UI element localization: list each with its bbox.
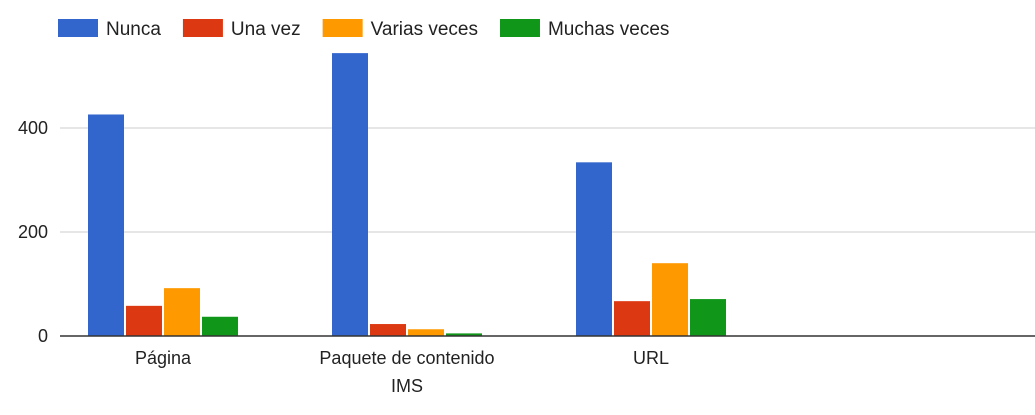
x-axis-categories: Página Paquete de contenido IMS URL bbox=[135, 348, 669, 396]
bar-muchas-veces bbox=[202, 316, 238, 336]
y-tick-label: 400 bbox=[18, 118, 48, 138]
category-label: URL bbox=[633, 348, 669, 368]
legend-label: Muchas veces bbox=[548, 19, 669, 40]
bar-varias-veces bbox=[408, 329, 444, 336]
legend-item-nunca[interactable]: Nunca bbox=[58, 19, 161, 40]
legend: Nunca Una vez Varias veces Muchas veces bbox=[58, 19, 669, 40]
bar-muchas-veces bbox=[690, 299, 726, 336]
legend-label: Nunca bbox=[106, 19, 161, 40]
gridlines bbox=[60, 127, 1035, 233]
y-tick-label: 0 bbox=[38, 326, 48, 346]
bar-nunca bbox=[88, 114, 124, 336]
legend-item-muchas-veces[interactable]: Muchas veces bbox=[499, 19, 669, 40]
bars bbox=[88, 53, 726, 337]
legend-swatch bbox=[182, 19, 223, 37]
bar-varias-veces bbox=[164, 288, 200, 336]
bar-una-vez bbox=[370, 324, 406, 336]
bar-una-vez bbox=[614, 301, 650, 336]
category-label: Paquete de contenido bbox=[319, 348, 494, 368]
legend-item-varias-veces[interactable]: Varias veces bbox=[322, 19, 478, 40]
y-axis-ticks: 0 200 400 bbox=[18, 118, 48, 346]
legend-swatch bbox=[58, 19, 98, 37]
legend-label: Una vez bbox=[231, 19, 301, 40]
y-tick-label: 200 bbox=[18, 222, 48, 242]
legend-item-una-vez[interactable]: Una vez bbox=[182, 19, 301, 40]
category-label: Página bbox=[135, 348, 192, 368]
bar-nunca bbox=[576, 162, 612, 336]
legend-swatch bbox=[499, 19, 540, 37]
bar-varias-veces bbox=[652, 263, 688, 336]
bar-nunca bbox=[332, 53, 368, 337]
legend-label: Varias veces bbox=[371, 19, 478, 40]
category-label: IMS bbox=[391, 376, 423, 396]
bar-muchas-veces bbox=[446, 333, 482, 336]
bar-una-vez bbox=[126, 305, 162, 336]
legend-swatch bbox=[322, 19, 363, 37]
